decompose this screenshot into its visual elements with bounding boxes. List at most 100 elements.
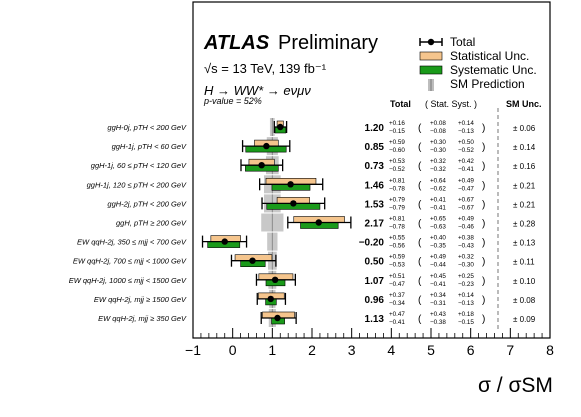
x-tick-label: 2 [308,342,316,358]
paren-open: ( [418,161,422,172]
stat-unc-down: −0.44 [430,262,446,269]
sm-unc-value: ± 0.28 [513,220,536,229]
total-unc-down: −0.34 [389,300,405,307]
stat-unc-down: −0.08 [430,128,446,135]
legend: Total Statistical Unc. Systematic Unc. S… [419,35,537,91]
stat-unc-up: +0.49 [430,254,446,261]
row-label: EW qqH-2j, mjj ≥ 1500 GeV [94,295,187,304]
paren-open: ( [418,314,422,325]
paren-open: ( [418,180,422,191]
total-value: 0.73 [365,161,385,172]
stat-unc-up: +0.30 [430,139,446,146]
stat-unc-down: −0.30 [430,147,446,154]
central-value-point [315,219,322,226]
syst-unc-down: −0.43 [458,243,474,250]
value-columns: 1.20 +0.16−0.15(+0.08−0.08+0.14−0.13) ± 0.… [359,120,536,326]
total-unc-up: +0.55 [389,235,405,242]
paren-close: ) [482,276,485,287]
syst-unc-up: +0.25 [458,273,474,280]
syst-unc-down: −0.13 [458,300,474,307]
syst-unc-down: −0.52 [458,147,474,154]
stat-unc-down: −0.35 [430,243,446,250]
syst-unc-down: −0.67 [458,204,474,211]
total-unc-down: −0.41 [389,319,405,326]
total-unc-up: +0.53 [389,158,405,165]
paren-open: ( [418,219,422,230]
syst-unc-up: +0.14 [458,120,474,127]
central-value-point [221,238,228,245]
paren-close: ) [482,123,485,134]
paren-close: ) [482,219,485,230]
total-value: 0.50 [365,257,385,268]
legend-sm-label: SM Prediction [450,77,525,91]
row-label: ggH-2j, pTH < 200 GeV [107,199,187,208]
x-tick-label: 1 [268,342,276,358]
total-unc-up: +0.79 [389,196,405,203]
sm-unc-value: ± 0.14 [513,143,536,152]
central-value-point [249,257,256,264]
syst-unc-up: +0.14 [458,292,474,299]
experiment-label: ATLAS [203,32,270,54]
total-unc-down: −0.53 [389,262,405,269]
x-axis: −1 0 1 2 3 4 5 6 7 8 [185,328,554,358]
legend-sm-marker [428,79,434,91]
paren-open: ( [418,238,422,249]
syst-unc-up: +0.49 [458,177,474,184]
total-unc-up: +0.37 [389,292,405,299]
syst-unc-up: +0.38 [458,235,474,242]
legend-total-marker [419,38,443,46]
sm-unc-value: ± 0.08 [513,296,536,305]
central-value-point [287,181,294,188]
preliminary-label: Preliminary [278,32,378,54]
total-unc-up: +0.81 [389,216,405,223]
sm-unc-column-header: SM Unc. [506,99,542,109]
total-unc-down: −0.56 [389,243,405,250]
legend-total-label: Total [450,35,475,49]
row-label: EW qqH-2j, 350 ≤ mjj < 700 GeV [77,238,187,247]
total-unc-up: +0.16 [389,120,405,127]
sm-unc-value: ± 0.16 [513,162,536,171]
stat-unc-down: −0.38 [430,319,446,326]
paren-close: ) [482,238,485,249]
stat-unc-down: −0.62 [430,185,446,192]
stat-unc-down: −0.41 [430,204,446,211]
syst-unc-down: −0.30 [458,262,474,269]
total-value: 1.07 [365,276,385,287]
stat-unc-up: +0.64 [430,177,446,184]
paren-open: ( [418,257,422,268]
total-unc-down: −0.52 [389,166,405,173]
row-label: ggH-1j, pTH < 60 GeV [112,142,187,151]
sm-unc-value: ± 0.13 [513,239,536,248]
legend-syst-swatch [419,65,443,75]
paren-open: ( [418,123,422,134]
total-unc-down: −0.78 [389,224,405,231]
sm-unc-value: ± 0.21 [513,200,536,209]
stat-unc-down: −0.31 [430,300,446,307]
stat-unc-up: +0.08 [430,120,446,127]
p-value-label: p-value = 52% [203,96,262,106]
x-tick-label: 5 [427,342,435,358]
syst-unc-down: −0.46 [458,224,474,231]
x-tick-label: 8 [546,342,554,358]
central-value-point [271,276,279,283]
syst-unc-up: +0.67 [458,196,474,203]
paren-close: ) [482,161,485,172]
total-value: 1.13 [365,314,385,325]
total-value: 1.46 [365,180,385,191]
total-value: 0.85 [365,142,385,153]
paren-close: ) [482,257,485,268]
row-label: EW qqH-2j, 1000 ≤ mjj < 1500 GeV [69,276,187,285]
syst-unc-down: −0.41 [458,166,474,173]
total-unc-up: +0.59 [389,139,405,146]
stat-unc-up: +0.32 [430,158,446,165]
legend-stat-label: Statistical Unc. [450,49,529,63]
paren-open: ( [418,142,422,153]
row-label: ggH-1j, 60 ≤ pTH < 120 GeV [91,161,187,170]
stat-unc-up: +0.43 [430,311,446,318]
syst-unc-up: +0.49 [458,216,474,223]
total-column-header: Total [390,99,411,109]
x-tick-label: 3 [348,342,356,358]
stat-unc-up: +0.45 [430,273,446,280]
stat-unc-down: −0.32 [430,166,446,173]
